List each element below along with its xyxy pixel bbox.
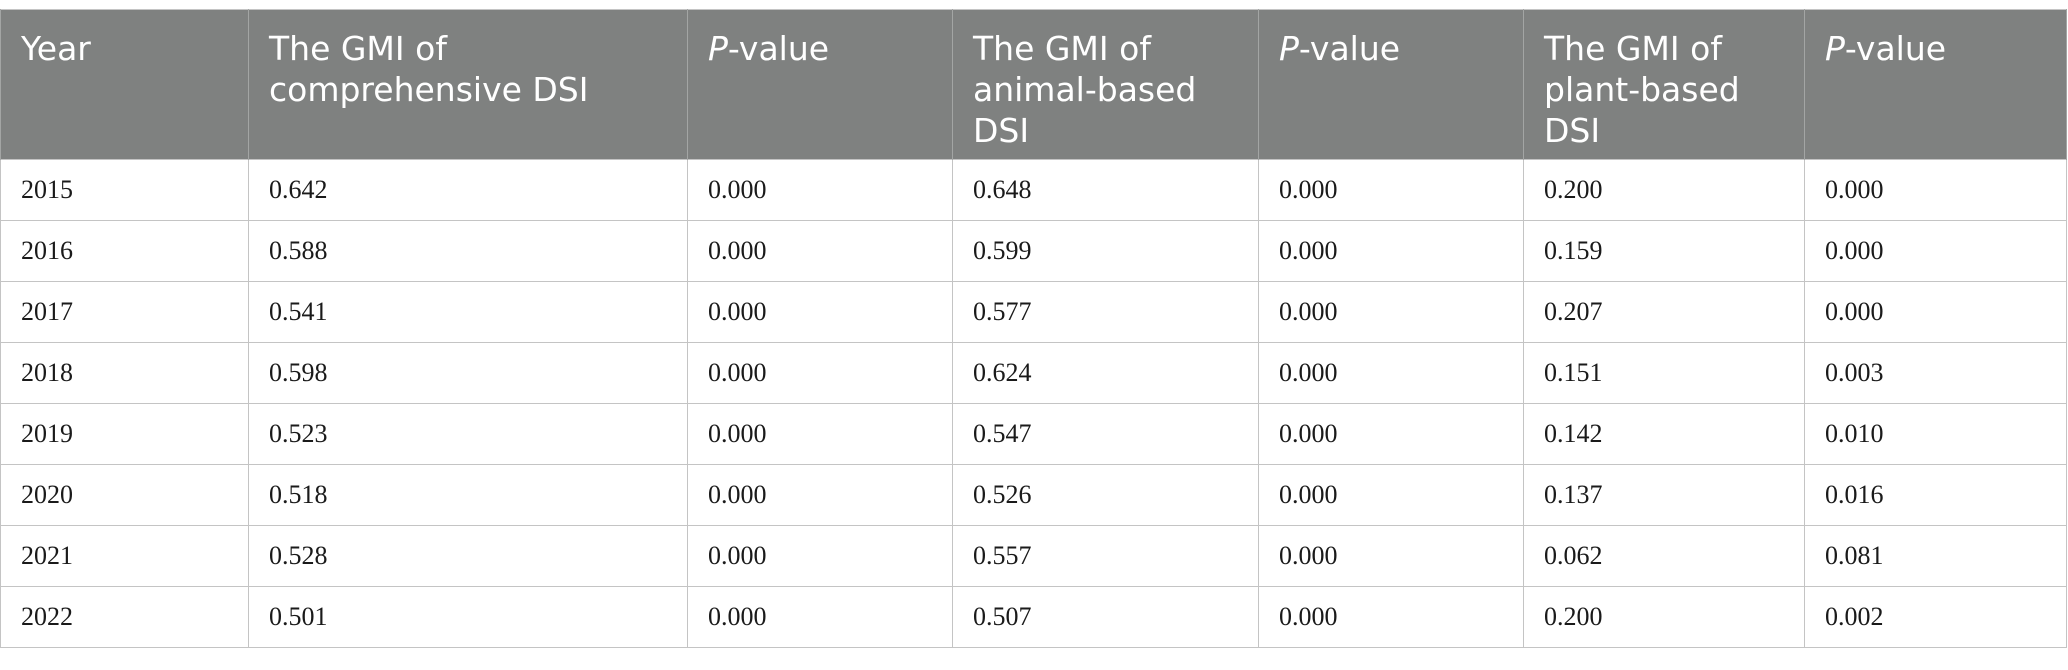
gmi-animal-cell: 0.557 xyxy=(952,525,1259,587)
p-value-animal-cell: 0.000 xyxy=(1258,464,1524,526)
p-value-comprehensive-cell: 0.000 xyxy=(687,525,953,587)
p-value-animal-cell: 0.000 xyxy=(1258,403,1524,465)
year-cell: 2020 xyxy=(0,464,249,526)
value-suffix: -value xyxy=(1298,29,1401,68)
header-gmi-plant: The GMI of plant-based DSI xyxy=(1523,9,1805,160)
gmi-comprehensive-cell: 0.642 xyxy=(248,159,688,221)
gmi-comprehensive-cell: 0.528 xyxy=(248,525,688,587)
gmi-comprehensive-cell: 0.523 xyxy=(248,403,688,465)
gmi-plant-cell: 0.142 xyxy=(1523,403,1805,465)
p-symbol: P xyxy=(1279,29,1299,68)
p-symbol: P xyxy=(1825,29,1845,68)
gmi-animal-cell: 0.526 xyxy=(952,464,1259,526)
year-cell: 2018 xyxy=(0,342,249,404)
gmi-plant-cell: 0.062 xyxy=(1523,525,1805,587)
gmi-comprehensive-cell: 0.541 xyxy=(248,281,688,343)
table-row: 2015 0.642 0.000 0.648 0.000 0.200 0.000 xyxy=(0,159,2067,221)
p-symbol: P xyxy=(708,29,728,68)
value-suffix: -value xyxy=(727,29,830,68)
p-value-plant-cell: 0.000 xyxy=(1804,159,2067,221)
p-value-animal-cell: 0.000 xyxy=(1258,159,1524,221)
p-value-comprehensive-cell: 0.000 xyxy=(687,281,953,343)
table-body: 2015 0.642 0.000 0.648 0.000 0.200 0.000 2016 0.… xyxy=(0,159,2067,648)
p-value-plant-cell: 0.010 xyxy=(1804,403,2067,465)
p-value-comprehensive-cell: 0.000 xyxy=(687,464,953,526)
header-p-value-comprehensive: P-value xyxy=(687,9,953,160)
header-gmi-animal: The GMI of animal-based DSI xyxy=(952,9,1259,160)
table-row: 2018 0.598 0.000 0.624 0.000 0.151 0.003 xyxy=(0,342,2067,404)
table-row: 2020 0.518 0.000 0.526 0.000 0.137 0.016 xyxy=(0,464,2067,526)
p-value-animal-cell: 0.000 xyxy=(1258,586,1524,648)
gmi-animal-cell: 0.648 xyxy=(952,159,1259,221)
p-value-plant-cell: 0.003 xyxy=(1804,342,2067,404)
p-value-comprehensive-cell: 0.000 xyxy=(687,159,953,221)
table-row: 2017 0.541 0.000 0.577 0.000 0.207 0.000 xyxy=(0,281,2067,343)
year-cell: 2015 xyxy=(0,159,249,221)
p-value-comprehensive-cell: 0.000 xyxy=(687,586,953,648)
gmi-plant-cell: 0.200 xyxy=(1523,586,1805,648)
gmi-comprehensive-cell: 0.588 xyxy=(248,220,688,282)
p-value-comprehensive-cell: 0.000 xyxy=(687,342,953,404)
p-value-comprehensive-cell: 0.000 xyxy=(687,403,953,465)
p-value-plant-cell: 0.002 xyxy=(1804,586,2067,648)
table-header-row: Year The GMI of comprehensive DSI P-valu… xyxy=(0,9,2067,160)
gmi-plant-cell: 0.207 xyxy=(1523,281,1805,343)
p-value-comprehensive-cell: 0.000 xyxy=(687,220,953,282)
gmi-plant-cell: 0.159 xyxy=(1523,220,1805,282)
p-value-animal-cell: 0.000 xyxy=(1258,281,1524,343)
value-suffix: -value xyxy=(1844,29,1947,68)
gmi-animal-cell: 0.507 xyxy=(952,586,1259,648)
gmi-animal-cell: 0.624 xyxy=(952,342,1259,404)
year-cell: 2017 xyxy=(0,281,249,343)
p-value-animal-cell: 0.000 xyxy=(1258,220,1524,282)
gmi-plant-cell: 0.151 xyxy=(1523,342,1805,404)
year-cell: 2022 xyxy=(0,586,249,648)
table-row: 2021 0.528 0.000 0.557 0.000 0.062 0.081 xyxy=(0,525,2067,587)
gmi-plant-cell: 0.200 xyxy=(1523,159,1805,221)
table-row: 2019 0.523 0.000 0.547 0.000 0.142 0.010 xyxy=(0,403,2067,465)
gmi-plant-cell: 0.137 xyxy=(1523,464,1805,526)
header-p-value-plant: P-value xyxy=(1804,9,2067,160)
gmi-comprehensive-cell: 0.501 xyxy=(248,586,688,648)
gmi-table-container: Year The GMI of comprehensive DSI P-valu… xyxy=(0,9,2067,648)
header-gmi-comprehensive: The GMI of comprehensive DSI xyxy=(248,9,688,160)
gmi-comprehensive-cell: 0.598 xyxy=(248,342,688,404)
gmi-results-table: Year The GMI of comprehensive DSI P-valu… xyxy=(0,9,2067,648)
year-cell: 2021 xyxy=(0,525,249,587)
p-value-animal-cell: 0.000 xyxy=(1258,342,1524,404)
gmi-animal-cell: 0.599 xyxy=(952,220,1259,282)
header-year: Year xyxy=(0,9,249,160)
gmi-animal-cell: 0.547 xyxy=(952,403,1259,465)
year-cell: 2016 xyxy=(0,220,249,282)
p-value-animal-cell: 0.000 xyxy=(1258,525,1524,587)
p-value-plant-cell: 0.081 xyxy=(1804,525,2067,587)
table-row: 2022 0.501 0.000 0.507 0.000 0.200 0.002 xyxy=(0,586,2067,648)
year-cell: 2019 xyxy=(0,403,249,465)
header-p-value-animal: P-value xyxy=(1258,9,1524,160)
p-value-plant-cell: 0.000 xyxy=(1804,220,2067,282)
p-value-plant-cell: 0.000 xyxy=(1804,281,2067,343)
gmi-animal-cell: 0.577 xyxy=(952,281,1259,343)
gmi-comprehensive-cell: 0.518 xyxy=(248,464,688,526)
table-row: 2016 0.588 0.000 0.599 0.000 0.159 0.000 xyxy=(0,220,2067,282)
p-value-plant-cell: 0.016 xyxy=(1804,464,2067,526)
